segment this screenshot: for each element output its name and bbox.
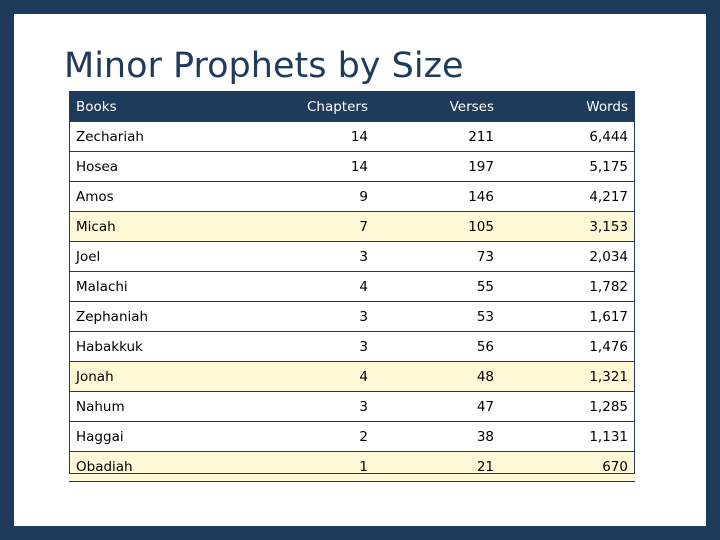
table-row: Amos 9 146 4,217 (69, 181, 635, 212)
words-cell: 1,782 (501, 271, 635, 302)
verses-cell: 38 (375, 421, 501, 452)
book-name-cell: Obadiah (69, 451, 249, 482)
book-name-cell: Nahum (69, 391, 249, 422)
table-row: Malachi 4 55 1,782 (69, 271, 635, 302)
words-cell: 1,285 (501, 391, 635, 422)
column-header-verses: Verses (375, 91, 501, 122)
table-row: Zechariah 14 211 6,444 (69, 121, 635, 152)
table-row: Hosea 14 197 5,175 (69, 151, 635, 182)
column-header-books: Books (69, 91, 249, 122)
chapters-cell: 3 (249, 301, 375, 332)
verses-cell: 146 (375, 181, 501, 212)
verses-cell: 73 (375, 241, 501, 272)
verses-cell: 55 (375, 271, 501, 302)
book-name-cell: Habakkuk (69, 331, 249, 362)
column-header-words: Words (501, 91, 635, 122)
table-row: Obadiah 1 21 670 (69, 451, 635, 482)
page-title: Minor Prophets by Size (64, 46, 464, 86)
chapters-cell: 3 (249, 241, 375, 272)
column-header-chapters: Chapters (249, 91, 375, 122)
verses-cell: 56 (375, 331, 501, 362)
book-name-cell: Amos (69, 181, 249, 212)
table-row: Zephaniah 3 53 1,617 (69, 301, 635, 332)
verses-cell: 105 (375, 211, 501, 242)
words-cell: 3,153 (501, 211, 635, 242)
book-name-cell: Joel (69, 241, 249, 272)
table-row: Jonah 4 48 1,321 (69, 361, 635, 392)
words-cell: 6,444 (501, 121, 635, 152)
chapters-cell: 3 (249, 331, 375, 362)
words-cell: 1,131 (501, 421, 635, 452)
chapters-cell: 14 (249, 121, 375, 152)
table-row: Habakkuk 3 56 1,476 (69, 331, 635, 362)
table-body: Zechariah 14 211 6,444 Hosea 14 197 5,175 Amos 9 1… (69, 121, 635, 482)
verses-cell: 53 (375, 301, 501, 332)
words-cell: 4,217 (501, 181, 635, 212)
words-cell: 670 (501, 451, 635, 482)
book-name-cell: Zechariah (69, 121, 249, 152)
slide: Minor Prophets by Size Books Chapters Ve… (14, 14, 706, 526)
table-header-row: Books Chapters Verses Words (69, 91, 635, 122)
verses-cell: 48 (375, 361, 501, 392)
chapters-cell: 3 (249, 391, 375, 422)
words-cell: 2,034 (501, 241, 635, 272)
chapters-cell: 7 (249, 211, 375, 242)
table-row: Joel 3 73 2,034 (69, 241, 635, 272)
book-name-cell: Jonah (69, 361, 249, 392)
chapters-cell: 2 (249, 421, 375, 452)
table-row: Nahum 3 47 1,285 (69, 391, 635, 422)
book-name-cell: Hosea (69, 151, 249, 182)
book-name-cell: Malachi (69, 271, 249, 302)
prophets-table: Books Chapters Verses Words Zechariah 14 2… (69, 91, 635, 482)
book-name-cell: Micah (69, 211, 249, 242)
book-name-cell: Haggai (69, 421, 249, 452)
chapters-cell: 4 (249, 271, 375, 302)
words-cell: 1,321 (501, 361, 635, 392)
table-row: Micah 7 105 3,153 (69, 211, 635, 242)
verses-cell: 211 (375, 121, 501, 152)
words-cell: 5,175 (501, 151, 635, 182)
book-name-cell: Zephaniah (69, 301, 249, 332)
chapters-cell: 1 (249, 451, 375, 482)
words-cell: 1,476 (501, 331, 635, 362)
words-cell: 1,617 (501, 301, 635, 332)
verses-cell: 197 (375, 151, 501, 182)
chapters-cell: 14 (249, 151, 375, 182)
verses-cell: 47 (375, 391, 501, 422)
chapters-cell: 4 (249, 361, 375, 392)
verses-cell: 21 (375, 451, 501, 482)
table-row: Haggai 2 38 1,131 (69, 421, 635, 452)
chapters-cell: 9 (249, 181, 375, 212)
